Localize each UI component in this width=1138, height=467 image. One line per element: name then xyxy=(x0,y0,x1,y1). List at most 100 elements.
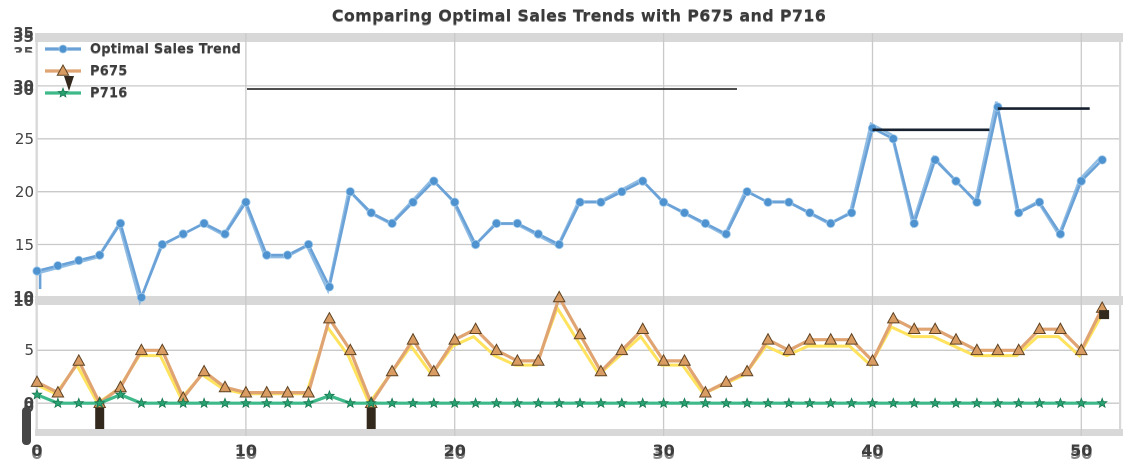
p675-marker xyxy=(218,380,232,393)
y-tick-label: 20 xyxy=(14,182,34,201)
p675-marker xyxy=(991,343,1005,356)
optimal-marker xyxy=(491,218,502,228)
p675-echo-line xyxy=(34,304,1102,407)
optimal-marker xyxy=(533,229,543,239)
p716-marker xyxy=(595,397,607,409)
p716-marker xyxy=(824,397,837,409)
p716-marker xyxy=(490,397,503,409)
p675-marker xyxy=(1032,322,1047,334)
optimal-marker xyxy=(1055,229,1066,239)
optimal-marker xyxy=(617,187,627,197)
optimal-marker xyxy=(721,229,731,239)
dark-bar xyxy=(95,402,105,429)
optimal-marker xyxy=(867,123,878,133)
optimal-marker xyxy=(136,292,146,302)
p675-marker xyxy=(886,311,900,324)
p675-marker xyxy=(489,343,504,356)
y-tick-label: 5 xyxy=(24,341,34,360)
p716-marker xyxy=(407,397,419,409)
optimal-echo-line xyxy=(35,101,1102,306)
p716-marker xyxy=(762,397,774,409)
optimal-marker xyxy=(826,218,836,228)
legend-swatch-circle-icon xyxy=(45,44,81,54)
legend-row: P716 xyxy=(44,82,241,104)
p675-marker xyxy=(865,353,880,366)
optimal-marker xyxy=(909,218,919,228)
optimal-marker xyxy=(1034,197,1045,207)
p716-marker xyxy=(302,397,315,409)
tofu-glyph-artifact xyxy=(22,407,31,445)
p675-marker xyxy=(677,353,692,366)
p716-marker xyxy=(219,397,231,409)
legend-label: P675 xyxy=(90,63,128,79)
p716-marker xyxy=(783,397,795,409)
p716-marker xyxy=(449,397,461,409)
optimal-marker xyxy=(596,197,606,207)
legend-smear-artifact xyxy=(64,76,74,91)
grey-band xyxy=(35,33,1123,42)
chart-title: Comparing Optimal Sales Trends with P675… xyxy=(331,6,827,25)
p716-marker xyxy=(553,397,565,409)
p716-marker xyxy=(1012,397,1025,409)
p716-marker xyxy=(636,397,649,409)
p716-marker xyxy=(52,397,64,409)
optimal-marker xyxy=(282,250,293,260)
p675-marker xyxy=(30,375,44,387)
p716-marker xyxy=(511,397,524,409)
p675-marker xyxy=(636,322,650,334)
p675-marker xyxy=(51,385,65,398)
optimal-marker xyxy=(1097,155,1107,165)
p675-marker xyxy=(949,332,963,345)
grey-band xyxy=(35,429,1123,436)
p675-marker xyxy=(301,385,316,398)
p716-marker xyxy=(699,397,712,409)
p675-marker xyxy=(155,343,169,356)
optimal-marker xyxy=(846,208,857,218)
x-tick-label: 10 xyxy=(234,441,257,460)
p675-marker xyxy=(260,385,274,398)
legend: Optimal Sales Trend P675 P716 xyxy=(44,38,241,104)
optimal-marker xyxy=(429,176,439,186)
optimal-marker xyxy=(993,102,1003,112)
p716-marker xyxy=(323,389,336,401)
optimal-marker xyxy=(888,134,898,144)
optimal-marker xyxy=(1014,208,1024,218)
p716-marker xyxy=(240,397,252,409)
left-spine xyxy=(35,33,38,436)
p716-marker xyxy=(469,397,482,409)
p675-marker xyxy=(761,332,775,345)
p716-marker xyxy=(114,388,127,400)
p716-marker xyxy=(950,397,962,409)
y-tick-label: 35 xyxy=(13,24,34,42)
p716-marker xyxy=(344,397,357,409)
p716-marker xyxy=(616,397,628,409)
p675-marker xyxy=(845,332,859,345)
p716-marker xyxy=(866,397,879,409)
p675-marker xyxy=(448,332,462,345)
x-tick-label: 40 xyxy=(861,441,884,460)
p675-marker xyxy=(531,353,545,366)
p716-marker xyxy=(31,388,43,400)
optimal-marker xyxy=(241,197,251,207)
y-tick-label: 15 xyxy=(14,235,34,254)
x-tick-label: 30 xyxy=(652,441,675,460)
optimal-marker xyxy=(74,255,84,265)
optimal-marker xyxy=(408,197,418,207)
p716-marker xyxy=(908,397,920,409)
p716-marker xyxy=(1033,397,1046,409)
optimal-marker xyxy=(638,176,648,186)
optimal-marker xyxy=(951,176,961,186)
optimal-marker xyxy=(805,208,815,218)
optimal-marker xyxy=(199,218,209,228)
optimal-marker xyxy=(32,266,42,276)
optimal-marker xyxy=(345,187,355,197)
p716-marker xyxy=(135,397,148,409)
optimal-marker xyxy=(742,187,752,197)
p675-line xyxy=(36,295,1104,405)
optimal-marker xyxy=(658,197,669,207)
p716-marker xyxy=(386,397,398,409)
optimal-marker xyxy=(53,261,63,271)
p675-marker xyxy=(615,343,629,356)
